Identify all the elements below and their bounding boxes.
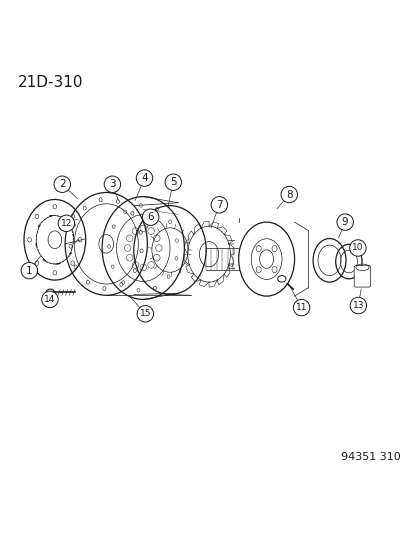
Text: 21D-310: 21D-310 xyxy=(18,75,83,90)
FancyBboxPatch shape xyxy=(354,265,370,287)
Circle shape xyxy=(336,214,353,230)
Circle shape xyxy=(211,197,227,213)
Text: 12: 12 xyxy=(61,219,72,228)
Circle shape xyxy=(293,300,309,316)
Circle shape xyxy=(349,240,365,256)
Text: 8: 8 xyxy=(285,190,292,199)
Text: 6: 6 xyxy=(147,212,154,222)
Text: 1: 1 xyxy=(26,265,33,276)
Text: 9: 9 xyxy=(341,217,348,227)
Text: 13: 13 xyxy=(352,301,363,310)
Circle shape xyxy=(58,215,74,231)
Circle shape xyxy=(42,291,58,308)
Text: 3: 3 xyxy=(109,179,116,189)
Text: 14: 14 xyxy=(44,295,55,304)
Text: 4: 4 xyxy=(141,173,147,183)
Circle shape xyxy=(137,305,153,322)
Circle shape xyxy=(349,297,366,314)
Text: 10: 10 xyxy=(351,244,363,253)
Text: 7: 7 xyxy=(216,200,222,210)
Circle shape xyxy=(165,174,181,190)
Circle shape xyxy=(54,176,70,192)
Circle shape xyxy=(136,170,152,187)
Circle shape xyxy=(21,262,38,279)
Text: 11: 11 xyxy=(295,303,306,312)
Text: 5: 5 xyxy=(170,177,176,187)
Text: 15: 15 xyxy=(139,309,151,318)
Circle shape xyxy=(280,187,297,203)
Text: 2: 2 xyxy=(59,179,65,189)
Circle shape xyxy=(142,209,159,225)
Text: 94351 310: 94351 310 xyxy=(340,452,399,462)
Circle shape xyxy=(104,176,120,192)
